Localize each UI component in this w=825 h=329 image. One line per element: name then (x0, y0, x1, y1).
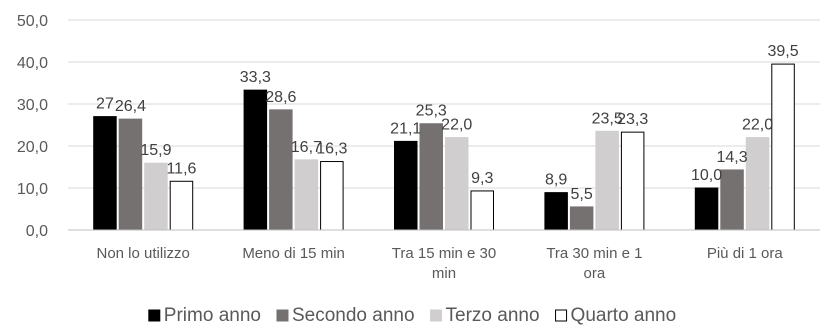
bar (320, 161, 344, 231)
data-label: 22,0 (742, 117, 773, 134)
y-tick-label: 0,0 (26, 223, 48, 240)
data-label: 15,9 (140, 142, 171, 159)
bar (620, 131, 645, 231)
bar (470, 190, 494, 231)
bar (771, 63, 795, 231)
bar (445, 137, 469, 231)
bar (694, 187, 719, 231)
data-label: 8,9 (545, 172, 567, 189)
data-label: 16,7 (291, 139, 322, 156)
grid-lines (68, 19, 820, 189)
x-tick-label: min (432, 265, 456, 282)
y-tick-label: 30,0 (17, 97, 48, 114)
data-label: 23,3 (617, 111, 648, 128)
bar (745, 137, 770, 231)
data-label: 14,3 (716, 149, 747, 166)
legend-label: Terzo anno (446, 305, 540, 326)
bar (243, 89, 268, 231)
data-labels: 27 26,415,911,633,328,616,716,321,125,322… (96, 43, 799, 203)
y-axis-tick-labels: 0,0 10,0 20,0 30,0 40,0 50,0 (17, 13, 48, 240)
bar (595, 130, 619, 231)
data-label: 28,6 (265, 89, 296, 106)
data-label: 39,5 (767, 43, 798, 60)
y-tick-label: 40,0 (17, 55, 48, 72)
data-label: 22,0 (441, 117, 472, 134)
bar (269, 109, 293, 231)
y-tick-label: 10,0 (17, 181, 48, 198)
legend-swatch (430, 309, 443, 322)
bar (394, 140, 418, 231)
bar (419, 123, 443, 231)
legend-swatch (555, 309, 568, 322)
data-label: 11,6 (166, 160, 196, 177)
bar (569, 206, 594, 231)
bar (294, 159, 319, 231)
legend-label: Primo anno (164, 305, 261, 326)
y-tick-label: 50,0 (17, 13, 48, 30)
x-tick-label: Non lo utilizzo (97, 245, 190, 262)
data-label: 10,0 (691, 167, 722, 184)
legend-swatch (276, 309, 289, 322)
y-tick-label: 20,0 (17, 139, 48, 156)
x-tick-label: Più di 1 ora (707, 245, 784, 262)
data-label: 21,1 (390, 120, 421, 137)
bar-series (93, 63, 795, 231)
data-label: 9,3 (471, 170, 493, 187)
bar (93, 116, 117, 231)
bar (720, 169, 744, 231)
legend-swatch (148, 309, 161, 322)
bar (118, 118, 143, 231)
data-label: 27 (96, 96, 114, 113)
data-label: 26,4 (115, 98, 146, 115)
bar (169, 180, 194, 231)
x-tick-label: Meno di 15 min (242, 245, 345, 262)
x-axis: Non lo utilizzo Meno di 15 min Tra 15 min … (68, 229, 820, 282)
x-tick-label: ora (584, 265, 606, 282)
data-label: 16,3 (316, 141, 347, 158)
x-tick-label: Tra 15 min e 30 (392, 245, 497, 262)
legend-label: Secondo anno (292, 305, 415, 326)
x-tick-label: Tra 30 min e 1 (546, 245, 642, 262)
legend-label: Quarto anno (571, 305, 677, 326)
bar (144, 162, 168, 231)
data-label: 23,5 (592, 110, 623, 127)
data-label: 33,3 (240, 69, 271, 86)
legend: Primo anno Secondo anno Terzo anno Quarto a… (148, 305, 677, 326)
data-label: 25,3 (416, 103, 447, 120)
data-label: 5,5 (571, 186, 593, 203)
bar (544, 192, 568, 231)
